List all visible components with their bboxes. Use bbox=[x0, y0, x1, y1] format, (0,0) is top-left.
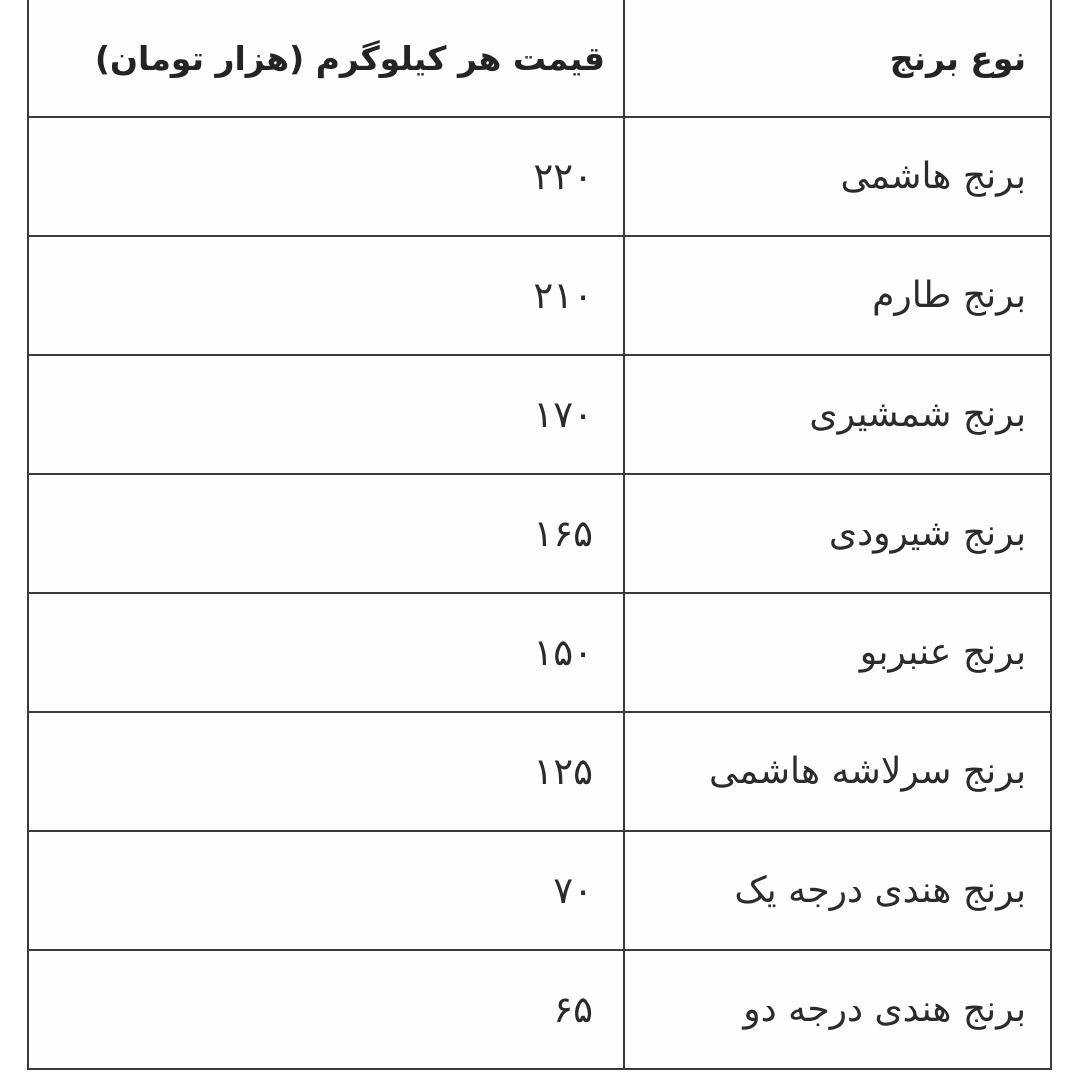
rice-type-cell: برنج شمشیری bbox=[623, 354, 1052, 475]
header-price: قیمت هر کیلوگرم (هزار تومان) bbox=[27, 0, 625, 118]
price-cell: ۷۰ bbox=[27, 830, 625, 951]
table-row: برنج شیرودی ۱۶۵ bbox=[27, 473, 1052, 594]
header-row: نوع برنج قیمت هر کیلوگرم (هزار تومان) bbox=[27, 0, 1052, 118]
header-rice-type: نوع برنج bbox=[623, 0, 1052, 118]
table-row: برنج سرلاشه هاشمی ۱۲۵ bbox=[27, 711, 1052, 832]
price-cell: ۱۵۰ bbox=[27, 592, 625, 713]
table-row: برنج هندی درجه یک ۷۰ bbox=[27, 830, 1052, 951]
rice-type-cell: برنج شیرودی bbox=[623, 473, 1052, 594]
rice-price-table: نوع برنج قیمت هر کیلوگرم (هزار تومان) بر… bbox=[27, 0, 1052, 1070]
table-row: برنج عنبربو ۱۵۰ bbox=[27, 592, 1052, 713]
table-header: نوع برنج قیمت هر کیلوگرم (هزار تومان) bbox=[27, 0, 1052, 118]
price-cell: ۶۵ bbox=[27, 949, 625, 1070]
rice-type-cell: برنج هندی درجه یک bbox=[623, 830, 1052, 951]
table-row: برنج شمشیری ۱۷۰ bbox=[27, 354, 1052, 475]
rice-type-cell: برنج عنبربو bbox=[623, 592, 1052, 713]
table-body: برنج هاشمی ۲۲۰ برنج طارم ۲۱۰ برنج شمشیری… bbox=[27, 116, 1052, 1070]
table-row: برنج طارم ۲۱۰ bbox=[27, 235, 1052, 356]
rice-type-cell: برنج هندی درجه دو bbox=[623, 949, 1052, 1070]
price-cell: ۲۱۰ bbox=[27, 235, 625, 356]
price-cell: ۱۲۵ bbox=[27, 711, 625, 832]
table-row: برنج هندی درجه دو ۶۵ bbox=[27, 949, 1052, 1070]
table-row: برنج هاشمی ۲۲۰ bbox=[27, 116, 1052, 237]
rice-type-cell: برنج هاشمی bbox=[623, 116, 1052, 237]
rice-price-table-container: نوع برنج قیمت هر کیلوگرم (هزار تومان) بر… bbox=[27, 0, 1052, 1070]
rice-type-cell: برنج سرلاشه هاشمی bbox=[623, 711, 1052, 832]
price-cell: ۱۶۵ bbox=[27, 473, 625, 594]
price-cell: ۲۲۰ bbox=[27, 116, 625, 237]
price-cell: ۱۷۰ bbox=[27, 354, 625, 475]
rice-type-cell: برنج طارم bbox=[623, 235, 1052, 356]
